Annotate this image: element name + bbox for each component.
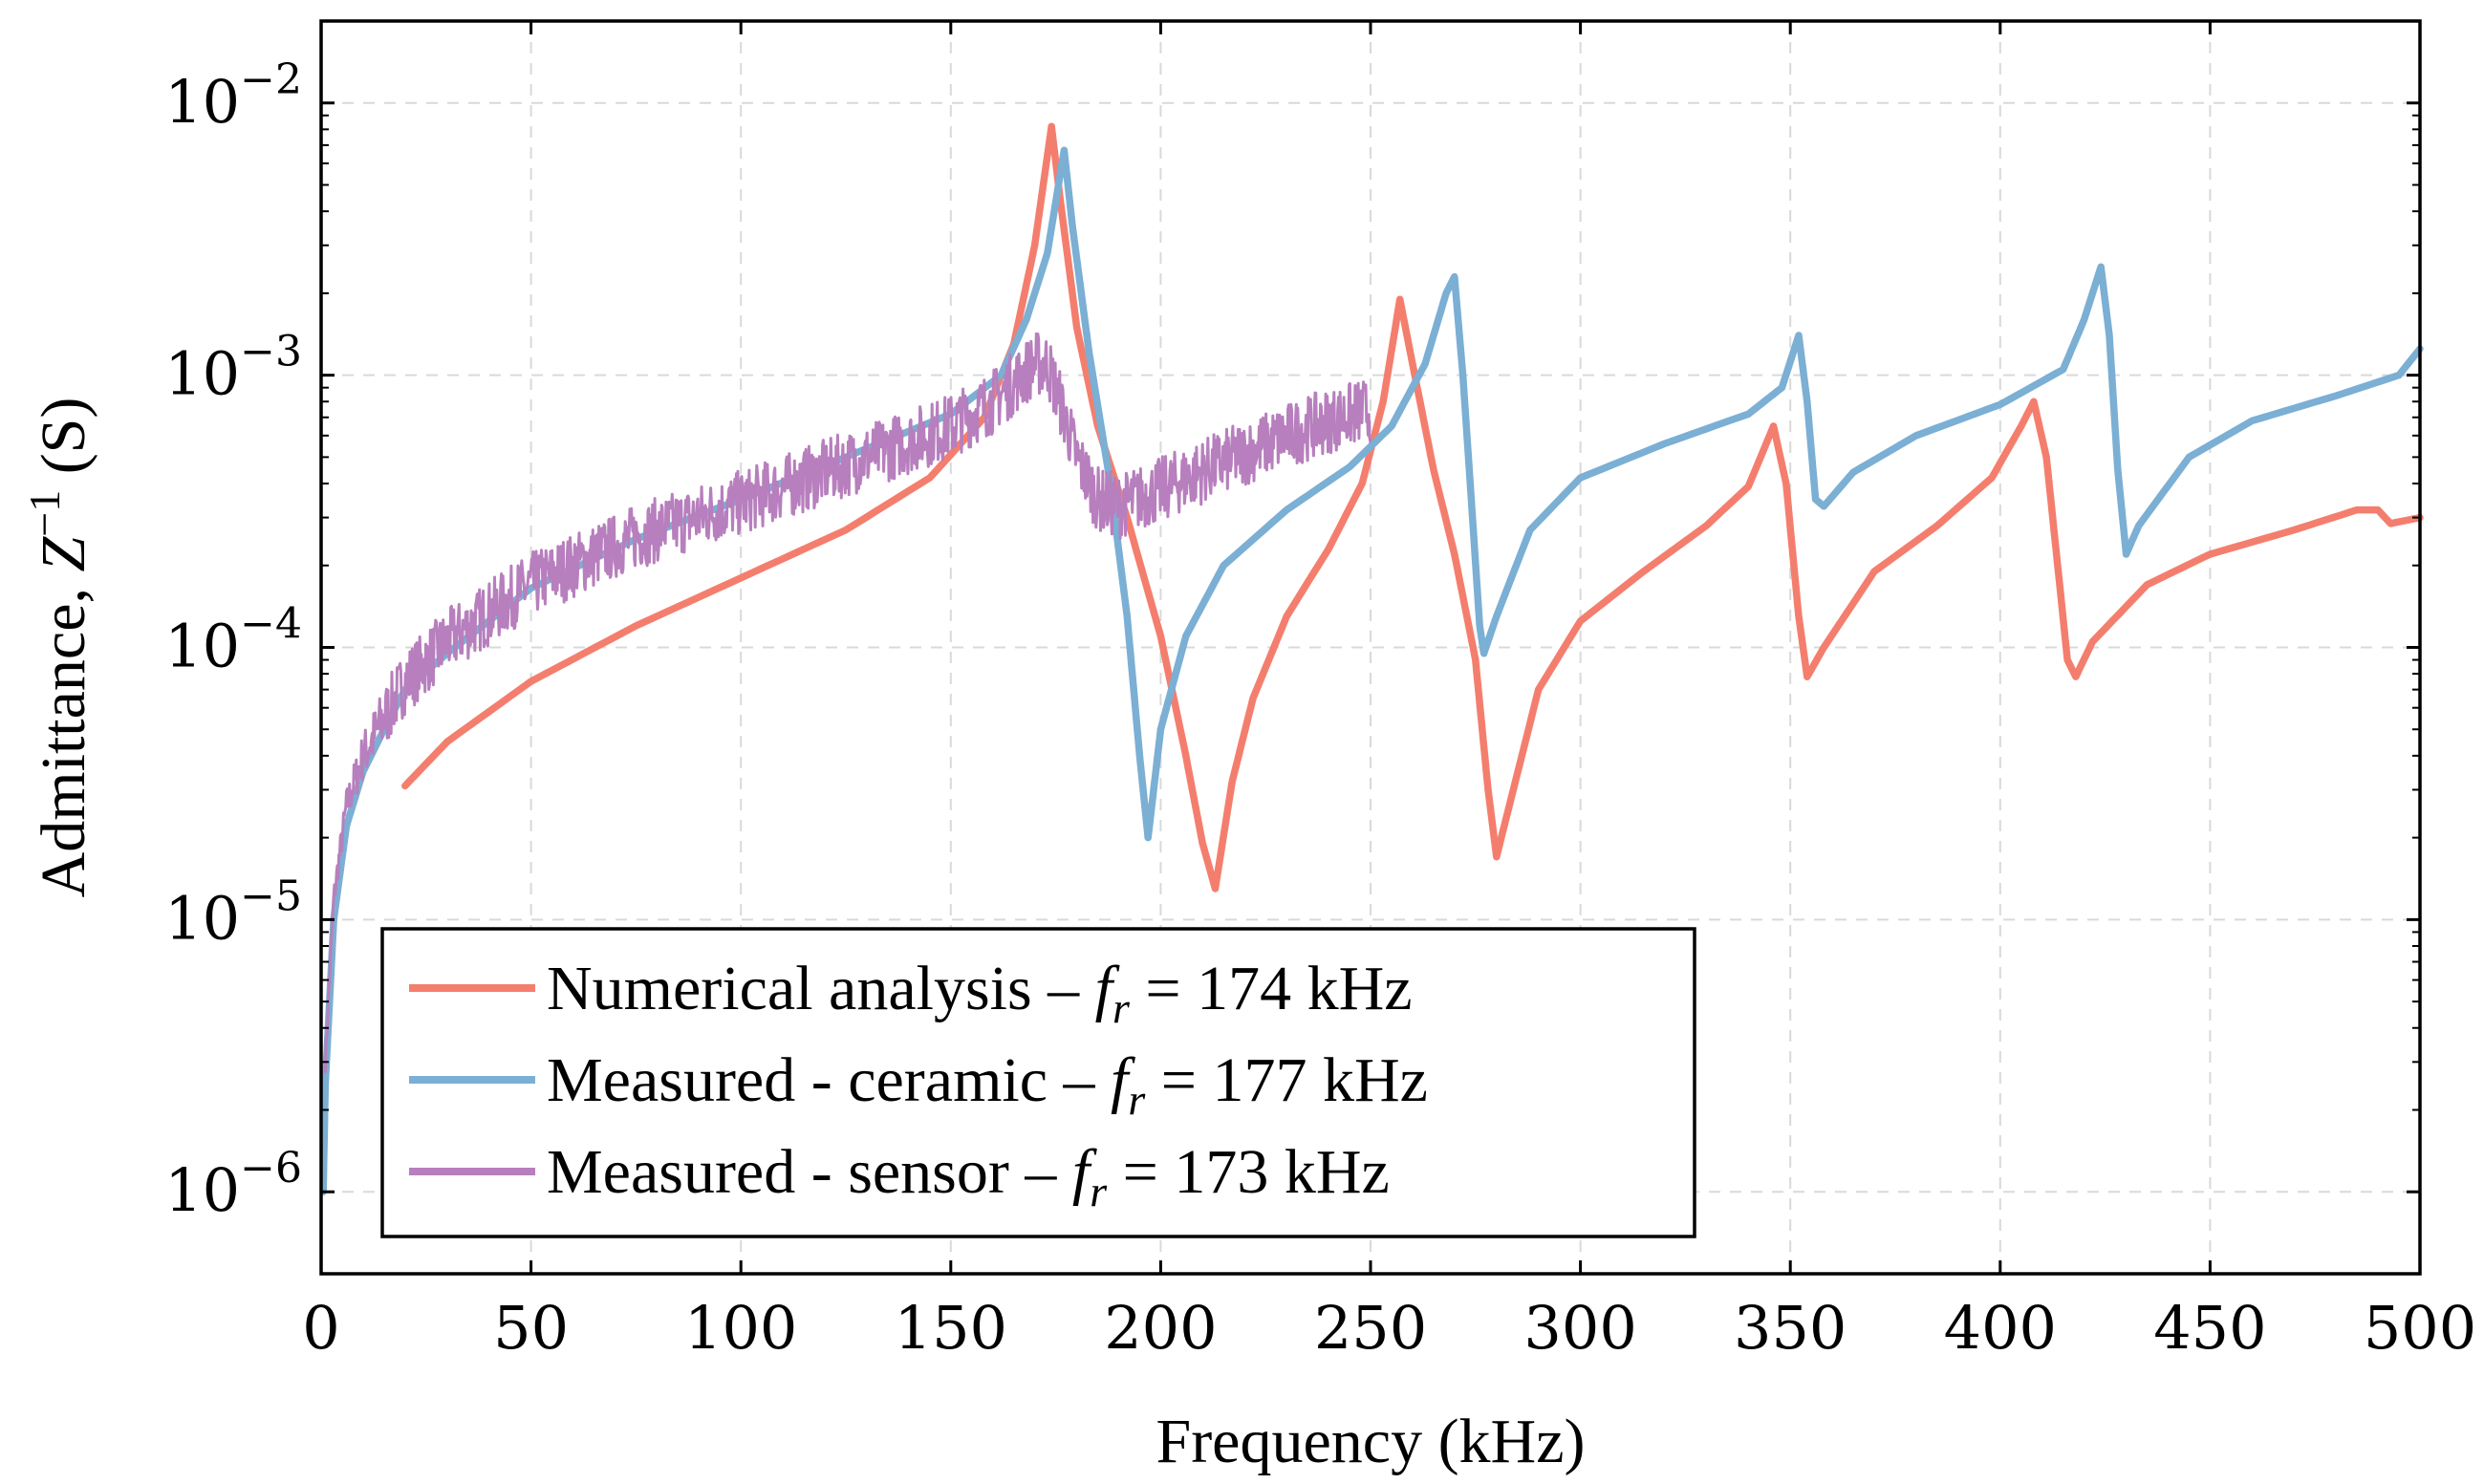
legend-label-subscript: r bbox=[1090, 1167, 1108, 1215]
y-tick-label: 10−5 bbox=[164, 871, 302, 953]
x-axis-title: Frequency (kHz) bbox=[1156, 1407, 1586, 1476]
x-tick-label: 500 bbox=[2364, 1293, 2476, 1363]
y-axis-title-prefix: Admittance, bbox=[29, 571, 98, 897]
x-tick-label: 50 bbox=[493, 1293, 569, 1363]
plot-area bbox=[319, 122, 2424, 1195]
y-tick-label-base: 10 bbox=[164, 612, 240, 681]
y-tick-label-base: 10 bbox=[164, 1155, 240, 1225]
legend-label-value: = 173 kHz bbox=[1107, 1137, 1390, 1207]
y-tick-label: 10−6 bbox=[164, 1144, 302, 1225]
x-tick-label: 250 bbox=[1314, 1293, 1427, 1363]
y-tick-label-exponent: −6 bbox=[240, 1144, 302, 1193]
x-tick-label: 100 bbox=[684, 1293, 797, 1363]
y-tick-label: 10−2 bbox=[164, 55, 302, 137]
y-axis-title-suffix: (S) bbox=[29, 398, 98, 490]
y-tick-label-exponent: −3 bbox=[240, 328, 302, 376]
y-tick-label-base: 10 bbox=[164, 883, 240, 953]
series-line-measured-sensor bbox=[323, 332, 1372, 1074]
x-tick-label: 400 bbox=[1944, 1293, 2057, 1363]
grid-lines bbox=[320, 21, 2421, 1274]
y-tick-label-base: 10 bbox=[164, 67, 240, 137]
legend-label: Measured - ceramic – fr = 177 kHz bbox=[547, 1045, 1428, 1124]
series-line-numerical-analysis bbox=[401, 122, 2424, 893]
x-tick-label: 0 bbox=[302, 1293, 339, 1363]
legend-label-value: = 174 kHz bbox=[1130, 954, 1413, 1023]
legend-box bbox=[380, 927, 1696, 1238]
x-tick-label: 350 bbox=[1734, 1293, 1847, 1363]
y-tick-label-exponent: −5 bbox=[240, 871, 302, 920]
legend-label-name: Numerical analysis – bbox=[547, 954, 1095, 1023]
y-tick-label: 10−3 bbox=[164, 328, 302, 409]
y-axis-title-variable: Z bbox=[29, 535, 98, 571]
x-tick-label: 450 bbox=[2153, 1293, 2266, 1363]
legend-label-subscript: r bbox=[1128, 1075, 1146, 1124]
y-axis-title-exponent: −1 bbox=[20, 490, 69, 537]
axis-ticks: 0 50 100 150 200 250 300 350 400 450 50010−610−510… bbox=[164, 20, 2476, 1363]
y-tick-label: 10−4 bbox=[164, 600, 302, 681]
y-tick-label-exponent: −2 bbox=[240, 55, 302, 104]
legend-label-subscript: r bbox=[1112, 983, 1131, 1032]
y-tick-label-base: 10 bbox=[164, 339, 240, 409]
y-axis-title: Admittance, Z−1 (S) bbox=[20, 398, 98, 898]
y-tick-label-exponent: −4 bbox=[240, 600, 302, 649]
legend-label-name: Measured - ceramic – bbox=[547, 1045, 1111, 1115]
x-tick-label: 200 bbox=[1104, 1293, 1217, 1363]
legend-label: Numerical analysis – fr = 174 kHz bbox=[547, 954, 1413, 1032]
x-tick-label: 300 bbox=[1523, 1293, 1636, 1363]
legend-label: Measured - sensor – fr = 173 kHz bbox=[547, 1137, 1390, 1215]
legend: Numerical analysis – fr = 174 kHz Measure… bbox=[380, 927, 1696, 1238]
legend-label-value: = 177 kHz bbox=[1145, 1045, 1428, 1115]
legend-label-name: Measured - sensor – bbox=[547, 1137, 1072, 1207]
x-tick-label: 150 bbox=[895, 1293, 1007, 1363]
